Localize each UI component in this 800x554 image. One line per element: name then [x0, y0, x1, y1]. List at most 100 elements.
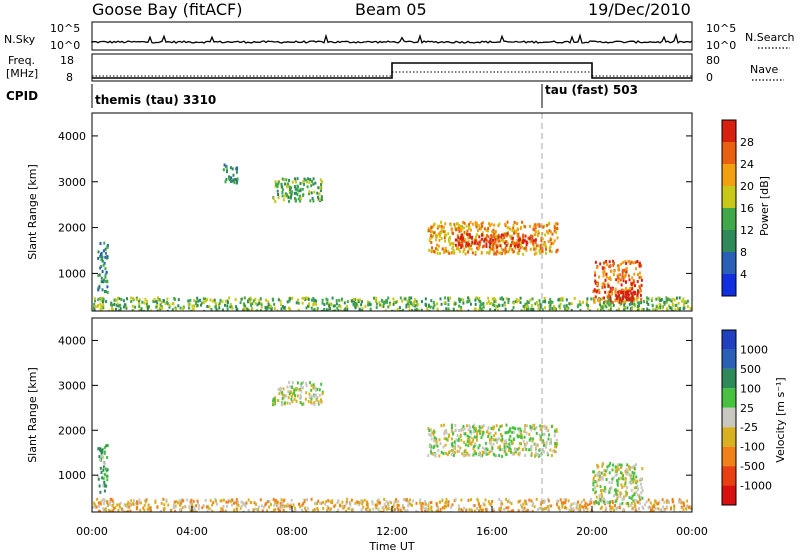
data-cell [562, 501, 565, 505]
data-cell [179, 503, 181, 507]
data-cell [509, 434, 512, 438]
data-cell [458, 304, 461, 308]
data-cell [599, 497, 602, 501]
data-cell [126, 297, 128, 301]
data-cell [284, 194, 287, 198]
data-cell [557, 298, 560, 302]
data-cell [482, 450, 484, 454]
data-cell [387, 296, 390, 300]
data-cell [306, 180, 309, 184]
data-cell [417, 308, 420, 311]
data-cell [524, 225, 527, 229]
data-cell [461, 244, 464, 248]
data-cell [450, 453, 453, 457]
data-cell [513, 231, 515, 235]
data-cell [410, 301, 413, 305]
data-cell [468, 299, 471, 303]
data-cell [523, 506, 526, 510]
data-cell [281, 402, 284, 406]
data-cell [351, 508, 353, 512]
data-cell [486, 430, 488, 434]
data-cell [649, 508, 652, 512]
data-cell [551, 307, 554, 311]
data-cell [99, 502, 102, 506]
data-cell [596, 283, 599, 287]
data-cell [142, 506, 145, 510]
data-cell [598, 496, 601, 500]
data-cell [538, 299, 541, 303]
data-cell [517, 452, 520, 456]
colorbar-swatch [722, 388, 736, 408]
data-cell [335, 299, 338, 303]
data-cell [419, 501, 422, 505]
data-cell [511, 229, 514, 233]
data-cell [138, 298, 141, 302]
data-cell [505, 506, 508, 510]
data-cell [468, 435, 470, 439]
data-cell [288, 380, 291, 384]
data-cell [476, 438, 478, 442]
data-cell [448, 252, 451, 255]
data-cell [375, 506, 378, 510]
data-cell [276, 399, 279, 402]
data-cell [465, 244, 468, 248]
data-cell [631, 287, 634, 291]
data-cell [527, 510, 530, 512]
data-cell [385, 500, 388, 503]
data-cell [549, 448, 552, 452]
data-cell [114, 506, 117, 510]
data-cell [255, 309, 258, 311]
data-cell [629, 301, 632, 304]
data-cell [468, 222, 471, 226]
data-cell [542, 507, 545, 511]
data-cell [378, 301, 381, 305]
data-cell [647, 297, 650, 301]
data-cell [382, 305, 385, 308]
data-cell [558, 508, 561, 512]
data-cell [211, 299, 214, 303]
data-cell [640, 283, 643, 287]
data-cell [303, 183, 305, 187]
data-cell [680, 505, 683, 509]
data-cell [124, 504, 127, 508]
data-cell [478, 509, 480, 512]
data-cell [102, 502, 105, 506]
data-cell [530, 428, 533, 432]
data-cell [433, 430, 436, 434]
data-cell [548, 433, 550, 437]
data-cell [341, 504, 344, 508]
data-cell [276, 504, 279, 507]
data-cell [537, 229, 540, 233]
data-cell [369, 303, 372, 307]
data-cell [312, 182, 315, 186]
data-cell [458, 449, 461, 453]
data-cell [542, 243, 545, 247]
data-cell [443, 301, 446, 305]
data-cell [279, 299, 282, 303]
data-cell [514, 447, 517, 451]
data-cell [628, 259, 631, 263]
data-cell [629, 287, 631, 290]
data-cell [201, 506, 204, 510]
data-cell [103, 484, 106, 488]
data-cell [393, 507, 396, 511]
nsky-frame [91, 21, 693, 51]
data-cell [397, 508, 400, 512]
data-cell [260, 305, 263, 309]
data-cell [413, 300, 416, 304]
data-cell [493, 232, 496, 236]
data-cell [479, 430, 482, 434]
data-cell [154, 500, 157, 504]
data-cell [619, 278, 622, 282]
data-cell [313, 403, 316, 407]
data-cell [103, 261, 106, 265]
data-cell [439, 442, 442, 446]
data-cell [466, 451, 468, 455]
data-cell [315, 502, 318, 506]
data-cell [447, 250, 450, 254]
data-cell [244, 307, 247, 311]
data-cell [638, 501, 641, 505]
data-cell [322, 500, 325, 504]
data-cell [289, 188, 292, 192]
data-cell [392, 297, 395, 301]
